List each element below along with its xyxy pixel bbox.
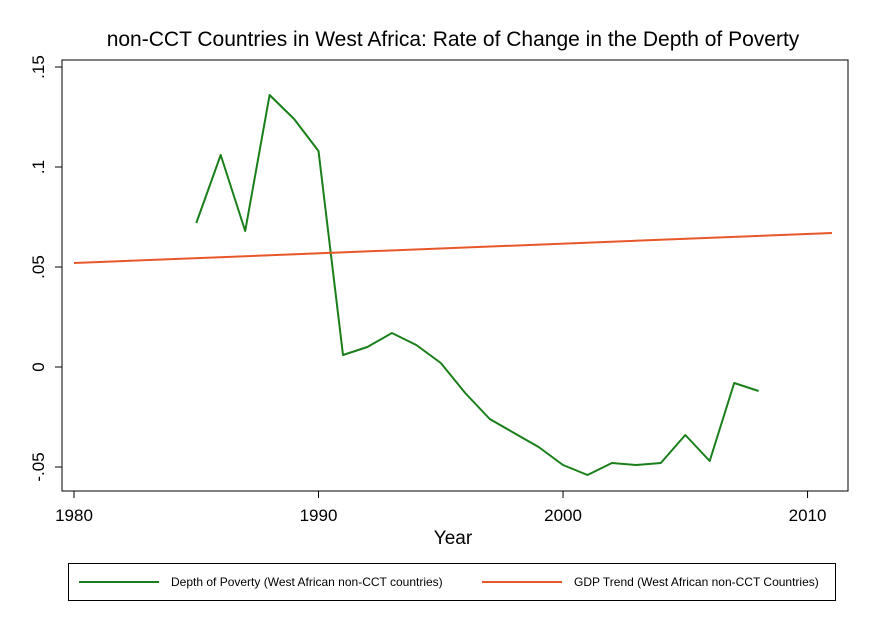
- legend-label-depth-of-poverty: Depth of Poverty (West African non-CCT c…: [171, 575, 443, 589]
- y-axis: -.05 0 .05 .1 .15: [29, 55, 62, 482]
- y-tick-label: .15: [29, 55, 48, 79]
- x-tick-label: 1990: [300, 506, 338, 525]
- series-line-depth-of-poverty: [195, 94, 759, 476]
- series-line-gdp-trend: [73, 232, 833, 264]
- x-tick-label: 1980: [55, 506, 93, 525]
- series-layer: [73, 94, 833, 476]
- x-tick-label: 2000: [544, 506, 582, 525]
- y-tick-label: .1: [29, 160, 48, 174]
- y-tick-label: 0: [29, 362, 48, 371]
- y-tick-label: .05: [29, 255, 48, 279]
- legend-item-gdp-trend: GDP Trend (West African non-CCT Countrie…: [482, 564, 819, 600]
- plot-area: [61, 59, 849, 492]
- legend-swatch-depth-of-poverty: [79, 581, 159, 583]
- legend: Depth of Poverty (West African non-CCT c…: [68, 563, 836, 601]
- x-tick-label: 2010: [789, 506, 827, 525]
- chart-title: non-CCT Countries in West Africa: Rate o…: [107, 28, 800, 51]
- x-axis: 1980 1990 2000 2010: [55, 491, 826, 525]
- y-tick-label: -.05: [29, 452, 48, 481]
- legend-item-depth-of-poverty: Depth of Poverty (West African non-CCT c…: [79, 564, 443, 600]
- legend-swatch-gdp-trend: [482, 581, 562, 583]
- legend-label-gdp-trend: GDP Trend (West African non-CCT Countrie…: [574, 575, 819, 589]
- x-axis-title: Year: [434, 528, 473, 549]
